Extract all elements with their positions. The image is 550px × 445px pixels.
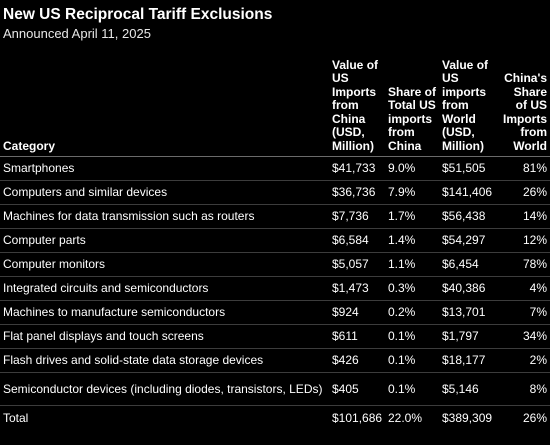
table-header-row: Category Value of US Imports from China …: [0, 52, 550, 157]
table-row: Flash drives and solid-state data storag…: [0, 348, 550, 373]
table-row: Machines for data transmission such as r…: [0, 204, 550, 229]
cell-value-world: $5,146: [439, 372, 498, 406]
cell-china-share: 14%: [498, 204, 550, 229]
cell-category: Smartphones: [0, 156, 329, 181]
cell-china-share: 34%: [498, 324, 550, 349]
header-china-share: China's Share of US Imports from World: [498, 52, 550, 157]
cell-share-total: 22.0%: [388, 410, 423, 425]
cell-share-total: 0.3%: [385, 276, 439, 301]
cell-value-world: $51,505: [439, 156, 498, 181]
table-row: Computers and similar devices $36,736 7.9%…: [0, 180, 550, 205]
cell-value-world: $40,386: [439, 276, 498, 301]
cell-share-total: 7.9%: [385, 180, 439, 205]
table-total-row: Total $101,686 22.0% $389,309 26%: [0, 406, 550, 431]
cell-share-total: 0.2%: [385, 300, 439, 325]
cell-china-share: 78%: [498, 252, 550, 277]
chart-title: New US Reciprocal Tariff Exclusions: [3, 6, 273, 23]
cell-china-share: 7%: [498, 300, 550, 325]
cell-category: Machines to manufacture semiconductors: [0, 300, 329, 325]
cell-value-world: $6,454: [439, 252, 498, 277]
cell-value-china: $924: [329, 300, 385, 325]
cell-value-world: $18,177: [439, 348, 498, 373]
table-row: Integrated circuits and semiconductors $1…: [0, 276, 550, 301]
cell-share-total: 9.0%: [385, 156, 439, 181]
table-row: Flat panel displays and touch screens $61…: [0, 324, 550, 349]
cell-category: Flash drives and solid-state data storag…: [0, 348, 329, 373]
cell-value-china: $7,736: [329, 204, 385, 229]
cell-china-share: 26%: [498, 180, 550, 205]
header-value-from-china: Value of US Imports from China (USD, Mil…: [329, 52, 385, 157]
cell-value-world: $141,406: [439, 180, 498, 205]
cell-category: Computer monitors: [0, 252, 329, 277]
cell-value-china: $405: [329, 372, 385, 406]
cell-share-total: 0.1%: [385, 372, 439, 406]
cell-share-total: 0.1%: [385, 348, 439, 373]
cell-value-china: $41,733: [329, 156, 385, 181]
table-row: Computer parts $6,584 1.4% $54,297 12%: [0, 228, 550, 253]
cell-category: Semiconductor devices (including diodes,…: [0, 372, 329, 406]
cell-share-total: 0.1%: [385, 324, 439, 349]
header-share-of-total: Share of Total US imports from China: [385, 52, 439, 157]
cell-china-share: 81%: [498, 156, 550, 181]
cell-value-world: $56,438: [439, 204, 498, 229]
table-row: Computer monitors $5,057 1.1% $6,454 78%: [0, 252, 550, 277]
cell-category: Flat panel displays and touch screens: [0, 324, 329, 349]
cell-value-china: $5,057: [329, 252, 385, 277]
cell-china-share: 2%: [498, 348, 550, 373]
cell-value-world: $13,701: [439, 300, 498, 325]
cell-share-total: 1.1%: [385, 252, 439, 277]
table-row: Machines to manufacture semiconductors $9…: [0, 300, 550, 325]
cell-china-share: 4%: [498, 276, 550, 301]
cell-china-share: 8%: [498, 372, 550, 406]
header-value-from-world: Value of US imports from World (USD, Mil…: [439, 52, 498, 157]
cell-value-world: $389,309: [442, 410, 493, 425]
cell-value-world: $54,297: [439, 228, 498, 253]
cell-china-share: 12%: [498, 228, 550, 253]
cell-category: Computers and similar devices: [0, 180, 329, 205]
cell-category: Computer parts: [0, 228, 329, 253]
cell-category: Integrated circuits and semiconductors: [0, 276, 329, 301]
cell-value-china: $611: [329, 324, 385, 349]
chart-subtitle: Announced April 11, 2025: [3, 26, 151, 41]
cell-china-share: 26%: [522, 410, 547, 425]
cell-category: Machines for data transmission such as r…: [0, 204, 329, 229]
table-row: Smartphones $41,733 9.0% $51,505 81%: [0, 156, 550, 181]
tariff-table: Category Value of US Imports from China …: [0, 52, 550, 430]
cell-value-world: $1,797: [439, 324, 498, 349]
header-category: Category: [0, 52, 329, 157]
cell-share-total: 1.7%: [385, 204, 439, 229]
table-body: Smartphones $41,733 9.0% $51,505 81% Computer…: [0, 156, 550, 431]
cell-value-china: $6,584: [329, 228, 385, 253]
table-row: Semiconductor devices (including diodes,…: [0, 372, 550, 406]
cell-value-china: $36,736: [329, 180, 385, 205]
cell-value-china: $101,686: [332, 410, 383, 425]
cell-share-total: 1.4%: [385, 228, 439, 253]
cell-value-china: $1,473: [329, 276, 385, 301]
cell-value-china: $426: [329, 348, 385, 373]
cell-category: Total: [3, 410, 29, 425]
